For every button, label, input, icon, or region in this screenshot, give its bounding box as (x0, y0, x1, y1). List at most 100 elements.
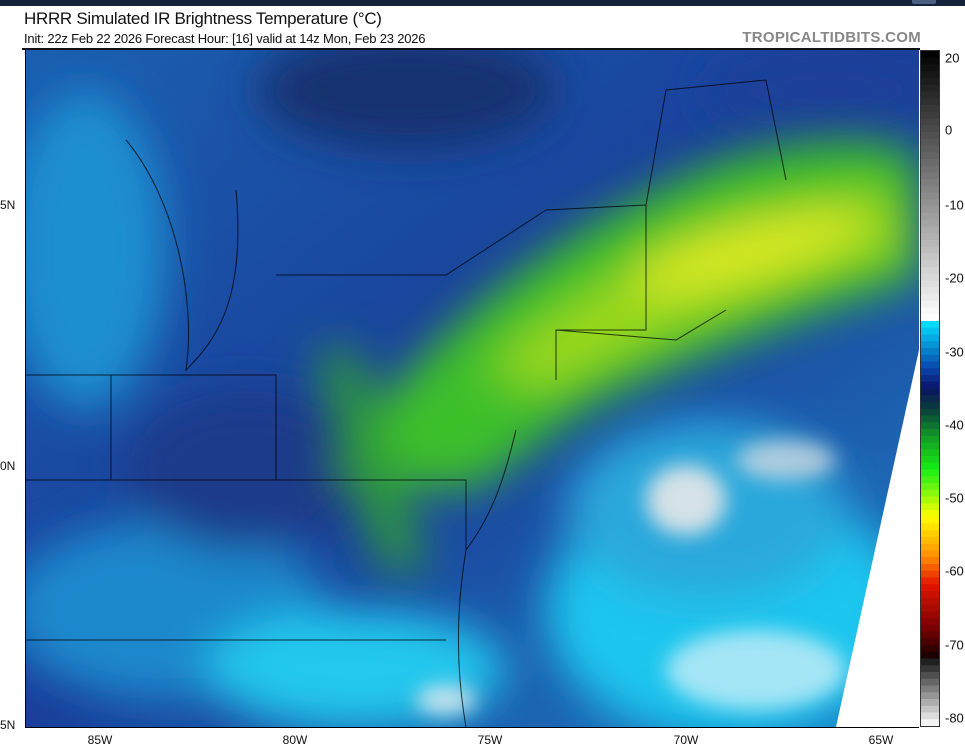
colorbar-swatch (921, 327, 939, 335)
colorbar-swatch (921, 78, 939, 86)
latitude-label: 0N (0, 459, 16, 473)
colorbar-swatch (921, 381, 939, 389)
colorbar-swatch (921, 584, 939, 592)
colorbar-swatch (921, 597, 939, 605)
colorbar-swatch (921, 159, 939, 167)
colorbar-swatch (921, 213, 939, 221)
colorbar-swatch (921, 489, 939, 497)
colorbar-swatch (921, 712, 939, 720)
header-divider (22, 48, 920, 50)
longitude-label: 65W (868, 733, 894, 747)
colorbar-swatch (921, 631, 939, 639)
cloud-region (256, 50, 556, 150)
colorbar-swatch (921, 557, 939, 565)
nav-button[interactable] (912, 0, 936, 4)
colorbar-swatch (921, 692, 939, 700)
colorbar-swatch (921, 523, 939, 531)
colorbar-swatch (921, 71, 939, 79)
colorbar-swatch (921, 516, 939, 524)
colorbar-swatch (921, 564, 939, 572)
colorbar-swatch (921, 273, 939, 281)
colorbar-swatch (921, 246, 939, 254)
colorbar-swatch (921, 685, 939, 693)
ir-imagery (26, 50, 919, 727)
colorbar-swatch (921, 638, 939, 646)
colorbar-swatch (921, 678, 939, 686)
colorbar-swatch (921, 469, 939, 477)
colorbar-label: 20 (945, 50, 960, 66)
colorbar-swatch (921, 226, 939, 234)
state-borders (26, 79, 787, 727)
colorbar-label: -60 (945, 563, 964, 579)
colorbar-label: -30 (945, 344, 964, 360)
satellite-map (25, 50, 919, 728)
colorbar-swatch (921, 84, 939, 92)
colorbar-swatch (921, 368, 939, 376)
cloud-region (126, 390, 366, 550)
colorbar-label: -10 (945, 197, 964, 213)
colorbar-swatch (921, 476, 939, 484)
colorbar-swatch (921, 550, 939, 558)
colorbar-swatch (921, 314, 939, 322)
colorbar-swatch (921, 300, 939, 308)
colorbar-swatch (921, 240, 939, 248)
colorbar-swatch (921, 435, 939, 443)
colorbar-swatch (921, 57, 939, 65)
colorbar-swatch (921, 280, 939, 288)
longitude-label: 80W (282, 733, 308, 747)
latitude-label: 5N (0, 718, 16, 732)
colorbar-swatch (921, 192, 939, 200)
colorbar-swatch (921, 206, 939, 214)
colorbar-swatch (921, 705, 939, 713)
colorbar-swatch (921, 341, 939, 349)
colorbar-swatch (921, 429, 939, 437)
low-cloud (416, 685, 476, 715)
colorbar-swatch (921, 408, 939, 416)
colorbar-swatch (921, 543, 939, 551)
colorbar-label: -40 (945, 417, 964, 433)
colorbar-swatch (921, 456, 939, 464)
colorbar-swatch (921, 98, 939, 106)
coldest-cloud-top (629, 207, 863, 293)
colorbar-swatch (921, 111, 939, 119)
colorbar-swatch (921, 165, 939, 173)
colorbar-swatch (921, 179, 939, 187)
brand-logo-text: TROPICALTIDBITS.COM (742, 29, 921, 46)
colorbar-swatch (921, 199, 939, 207)
colorbar-swatch (921, 172, 939, 180)
colorbar-swatch (921, 321, 939, 329)
colorbar-swatch (921, 604, 939, 612)
colorbar-swatch (921, 125, 939, 133)
colorbar-swatch (921, 449, 939, 457)
colorbar-swatch (921, 422, 939, 430)
low-cloud (666, 630, 846, 710)
colorbar-swatch (921, 442, 939, 450)
colorbar-swatch (921, 132, 939, 140)
colorbar-swatch (921, 591, 939, 599)
colorbar-swatch (921, 537, 939, 545)
colorbar-swatches (921, 51, 939, 727)
colorbar-label: 0 (945, 122, 953, 138)
top-nav-bar (0, 0, 965, 6)
colorbar-swatch (921, 294, 939, 302)
colorbar-swatch (921, 496, 939, 504)
colorbar-swatch (921, 307, 939, 315)
temperature-colorbar (920, 50, 940, 727)
colorbar-label: -50 (945, 490, 964, 506)
colorbar-swatch (921, 267, 939, 275)
colorbar-swatch (921, 462, 939, 470)
colorbar-swatch (921, 260, 939, 268)
colorbar-label: -80 (945, 710, 964, 726)
map-title: HRRR Simulated IR Brightness Temperature… (24, 9, 382, 28)
colorbar-swatch (921, 138, 939, 146)
colorbar-swatch (921, 651, 939, 659)
colorbar-swatch (921, 233, 939, 241)
colorbar-swatch (921, 415, 939, 423)
cloud-region (26, 90, 166, 410)
colorbar-swatch (921, 105, 939, 113)
longitude-label: 70W (673, 733, 699, 747)
colorbar-swatch (921, 672, 939, 680)
latitude-label: 5N (0, 198, 16, 212)
colorbar-swatch (921, 118, 939, 126)
low-cloud-swirl (646, 465, 726, 535)
